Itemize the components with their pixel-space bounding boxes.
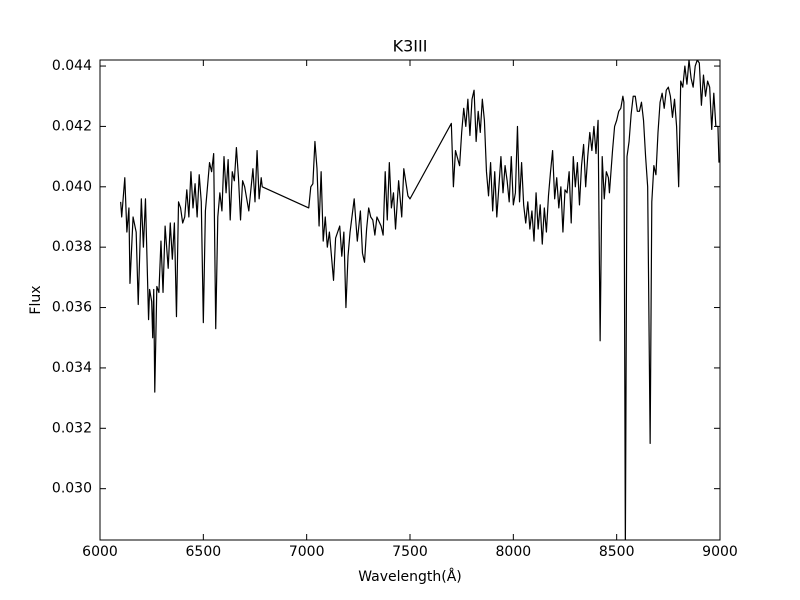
x-tick-label: 9000 — [702, 544, 738, 560]
y-tick-label: 0.032 — [52, 420, 92, 436]
y-tick-label: 0.034 — [52, 360, 92, 376]
x-tick-label: 7500 — [392, 544, 428, 560]
plot-frame — [99, 59, 721, 541]
chart-title: K3III — [393, 37, 428, 56]
y-tick-label: 0.040 — [52, 179, 92, 195]
x-tick-label: 8500 — [599, 544, 635, 560]
y-tick-label: 0.042 — [52, 118, 92, 134]
x-tick-label: 7000 — [289, 544, 325, 560]
x-axis-label: Wavelength(Å) — [358, 568, 462, 585]
y-tick-label: 0.030 — [52, 481, 92, 497]
spectrum-line — [120, 60, 720, 540]
y-tick-label: 0.038 — [52, 239, 92, 255]
x-tick-label: 6500 — [186, 544, 222, 560]
x-tick-label: 8000 — [496, 544, 532, 560]
y-tick-label: 0.044 — [52, 58, 92, 74]
y-tick-label: 0.036 — [52, 300, 92, 316]
x-tick-label: 6000 — [82, 544, 118, 560]
y-axis-label: Flux — [28, 285, 44, 314]
